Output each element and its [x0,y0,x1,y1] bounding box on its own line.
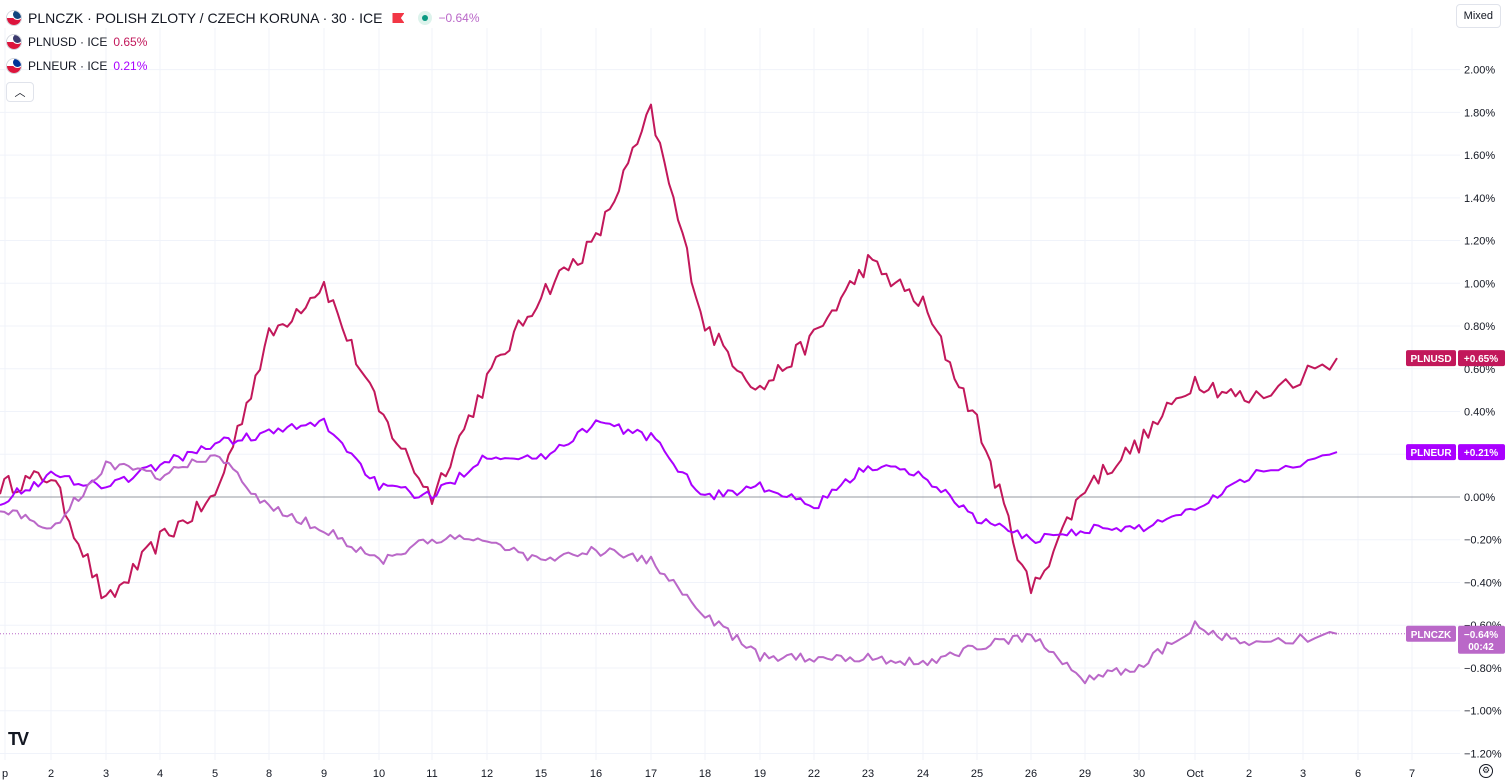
x-tick-label: 26 [1025,768,1037,780]
x-tick-label: 4 [157,768,163,780]
price-tag-badge [1458,444,1505,461]
x-tick-label: 30 [1133,768,1145,780]
x-tick-label: 9 [321,768,327,780]
y-tick-label: 1.00% [1464,278,1495,290]
x-tick-label: 2 [48,768,54,780]
y-tick-label: 1.40% [1464,193,1495,205]
collapse-legend-button[interactable]: ︿ [6,82,34,102]
y-tick-label: 0.80% [1464,321,1495,333]
series-tag-badge [1406,625,1456,642]
flag-marker-icon[interactable] [392,13,405,23]
x-tick-label: 25 [971,768,983,780]
x-tick-label: 3 [103,768,109,780]
series-tag-badge [1406,444,1456,461]
main-symbol-title[interactable]: PLNCZK · POLISH ZLOTY / CZECH KORUNA · 3… [28,10,383,26]
series-tag-badge [1406,350,1456,367]
compare-change: 0.21% [113,59,148,73]
tradingview-logo-icon[interactable]: TV [8,729,29,749]
scale-mode-button[interactable]: Mixed [1455,4,1501,28]
pln-eur-flag-icon [6,58,22,74]
price-tag-badge [1458,350,1505,367]
x-tick-label: 17 [645,768,657,780]
x-tick-label: 2 [1246,768,1252,780]
series-line-plnusd[interactable] [0,103,1338,600]
y-tick-label: 0.40% [1464,407,1495,419]
x-tick-label: 11 [426,768,437,780]
x-tick-label: 23 [862,768,874,780]
price-tag-value: −0.64% [1464,630,1498,641]
series-layer [0,103,1338,685]
main-change: −0.64% [438,11,480,25]
x-tick-label: 15 [535,768,547,780]
y-tick-label: 1.60% [1464,150,1495,162]
x-tick-label: 19 [754,768,766,780]
series-tag-label: PLNEUR [1410,448,1452,459]
legend-row-plneur[interactable]: PLNEUR · ICE 0.21% [6,54,480,78]
y-tick-label: −1.20% [1464,748,1502,760]
series-line-plneur[interactable] [0,417,1338,544]
x-tick-label: 5 [212,768,218,780]
compare-symbol[interactable]: PLNEUR · ICE [28,59,108,73]
x-tick-label: 29 [1079,768,1091,780]
series-tag-label: PLNUSD [1410,354,1451,365]
pln-usd-flag-icon [6,34,22,50]
y-tick-label: 1.20% [1464,236,1495,248]
x-tick-label: 8 [266,768,272,780]
legend-row-plnusd[interactable]: PLNUSD · ICE 0.65% [6,30,480,54]
y-tick-label: −0.40% [1464,577,1502,589]
y-tick-label: 2.00% [1464,65,1495,77]
x-tick-label: 6 [1355,768,1361,780]
price-tag-value: +0.65% [1464,354,1498,365]
y-tick-label: −0.20% [1464,535,1502,547]
x-tick-label: Oct [1186,768,1203,780]
x-tick-label: 3 [1300,768,1306,780]
legend: PLNCZK · POLISH ZLOTY / CZECH KORUNA · 3… [6,6,480,102]
price-tag-value: +0.21% [1464,448,1498,459]
x-tick-label: 16 [590,768,602,780]
x-tick-label: 7 [1409,768,1415,780]
x-tick-label: 24 [917,768,929,780]
bar-countdown: 00:42 [1468,642,1494,653]
x-tick-label: 22 [808,768,820,780]
x-tick-label: 18 [699,768,711,780]
market-open-icon [418,11,433,25]
chart-grid [0,28,1460,760]
settings-gear-icon[interactable]: ⚙ [1479,764,1493,778]
x-tick-label: 12 [481,768,493,780]
price-tag-badge [1458,625,1505,654]
price-axis[interactable]: 2.00% 1.80% 1.60% 1.40% 1.20% 1.00% 0.80% 0.60%… [1464,65,1502,761]
compare-change: 0.65% [113,35,148,49]
pln-czk-flag-icon [6,10,22,26]
x-tick-label: p [2,768,8,780]
series-tag-label: PLNCZK [1411,630,1452,641]
x-tick-label: 10 [373,768,385,780]
y-tick-label: −0.80% [1464,663,1502,675]
chevron-up-icon: ︿ [14,87,26,99]
price-tags: PLNUSD +0.65% PLNEUR +0.21% PLNCZK −0.64%00:4… [1406,350,1505,654]
y-tick-label: 1.80% [1464,107,1495,119]
y-tick-label: −1.00% [1464,706,1502,718]
legend-main-row[interactable]: PLNCZK · POLISH ZLOTY / CZECH KORUNA · 3… [6,6,480,30]
compare-symbol[interactable]: PLNUSD · ICE [28,35,108,49]
time-axis[interactable]: p 2 3 4 5 8 9 10 11 12 15 16 17 18 19 22 23 24 25 26 29 30 Oct… [2,768,1415,780]
y-tick-label: 0.60% [1464,364,1495,376]
series-line-plnczk[interactable] [0,454,1338,685]
y-tick-label: 0.00% [1464,492,1495,504]
